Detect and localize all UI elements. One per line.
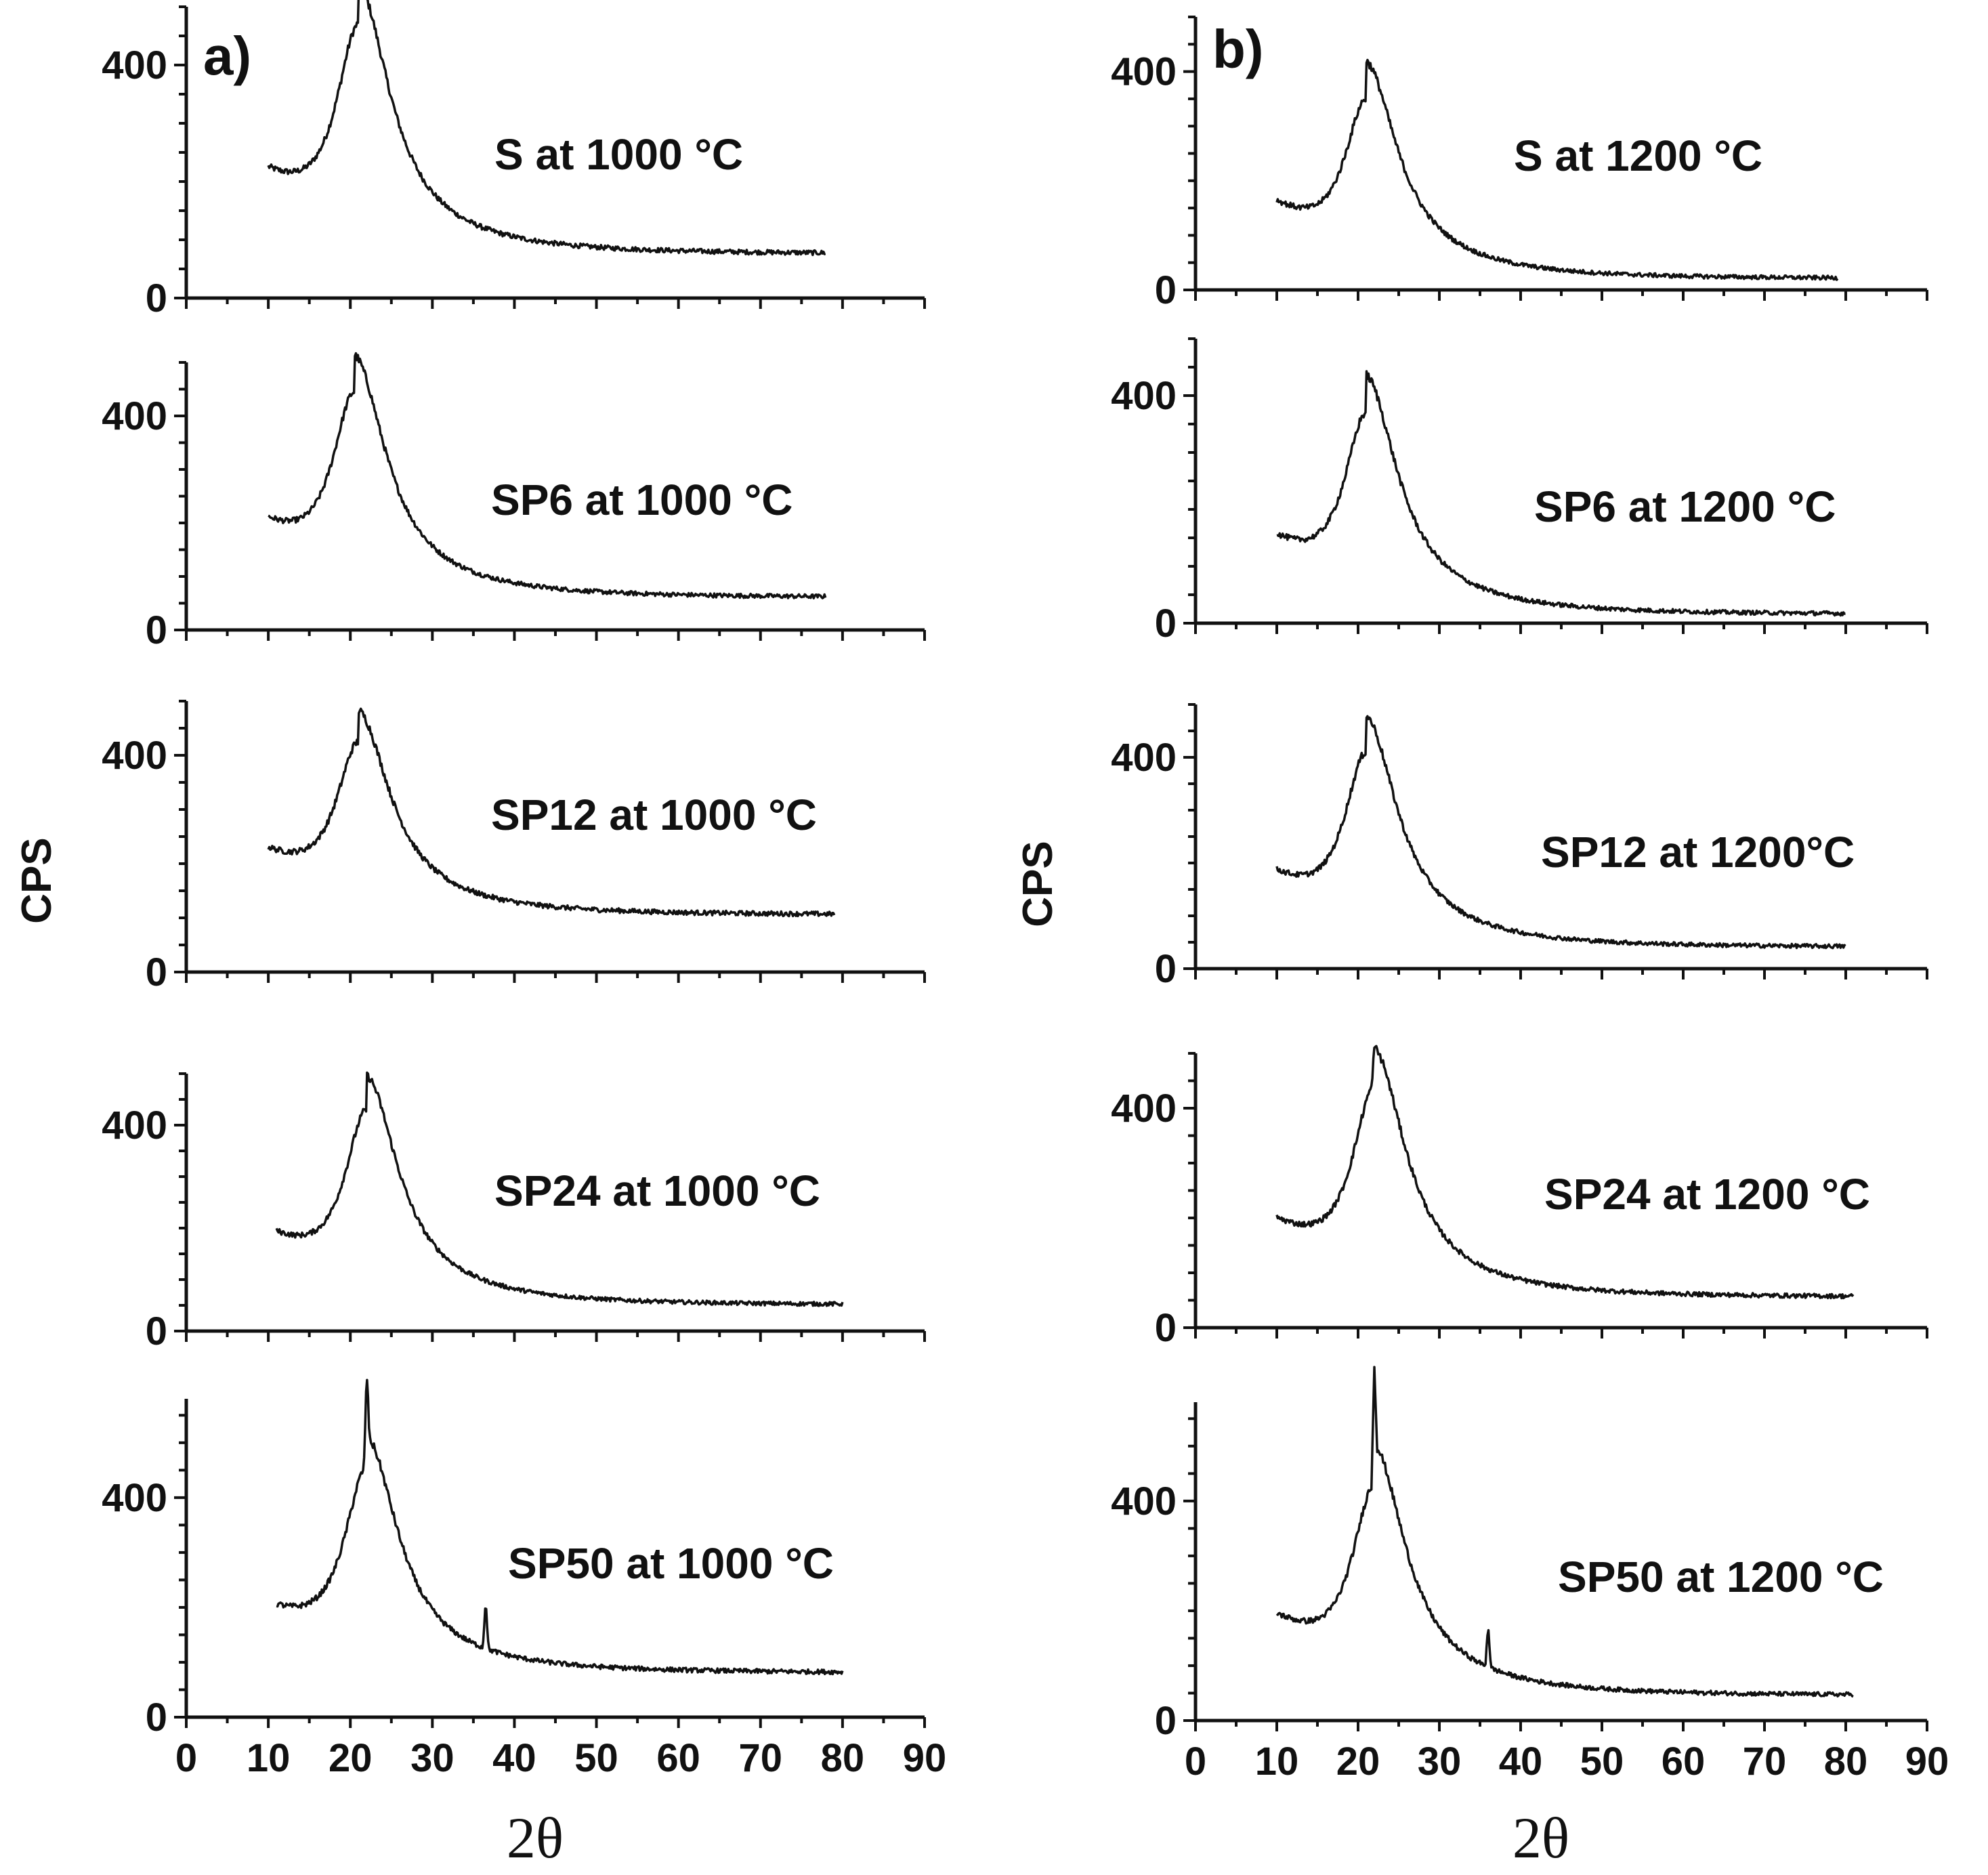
x-tick-label: 70 xyxy=(1743,1740,1787,1784)
x-tick-label: 60 xyxy=(656,1736,700,1780)
subplot: 0 400 SP24 at 1200 °C xyxy=(1111,1045,1928,1350)
series-label: SP24 at 1200 °C xyxy=(1544,1170,1870,1219)
x-tick-label: 60 xyxy=(1662,1740,1706,1784)
x-tick-label: 80 xyxy=(1824,1740,1868,1784)
subplot: 0 400 SP24 at 1000 °C xyxy=(102,1071,926,1353)
xrd-trace xyxy=(1275,58,1839,281)
x-tick-label: 90 xyxy=(903,1736,947,1780)
xrd-trace xyxy=(1276,370,1846,617)
y-tick-label: 0 xyxy=(146,1309,167,1353)
x-tick-label: 80 xyxy=(821,1736,865,1780)
series-label: SP12 at 1200°C xyxy=(1541,828,1855,877)
y-axis-label: CPS xyxy=(1015,841,1061,927)
y-tick-label: 400 xyxy=(102,43,167,87)
x-tick-label: 0 xyxy=(1185,1740,1206,1784)
subplot: 0 400 0 10 20 30 40 50 60 70 80 90 SP50 at 1200 °C xyxy=(1111,1366,1949,1784)
x-tick-label: 40 xyxy=(492,1736,536,1780)
xrd-trace xyxy=(1275,1045,1855,1300)
x-tick-label: 40 xyxy=(1499,1740,1543,1784)
series-label: SP50 at 1000 °C xyxy=(508,1539,834,1588)
y-tick-label: 400 xyxy=(1111,1479,1177,1523)
y-tick-label: 400 xyxy=(102,1103,167,1147)
y-tick-label: 400 xyxy=(1111,50,1177,94)
xrd-trace xyxy=(275,1071,844,1307)
y-tick-label: 400 xyxy=(102,1476,167,1520)
series-label: S at 1000 °C xyxy=(494,130,743,179)
x-tick-label: 90 xyxy=(1905,1740,1949,1784)
x-tick-label: 10 xyxy=(1255,1740,1299,1784)
x-tick-label: 70 xyxy=(739,1736,783,1780)
y-tick-label: 0 xyxy=(146,276,167,320)
x-tick-label: 20 xyxy=(329,1736,373,1780)
x-tick-label: 0 xyxy=(175,1736,197,1780)
subplot: 0 400 S at 1200 °C xyxy=(1111,16,1928,312)
subplot: 0 400 SP6 at 1200 °C xyxy=(1111,337,1928,646)
y-tick-label: 0 xyxy=(1155,1306,1177,1350)
xrd-trace xyxy=(268,352,827,599)
x-tick-label: 10 xyxy=(247,1736,291,1780)
panel-label: b) xyxy=(1212,19,1264,79)
x-axis-label: 2θ xyxy=(1513,1805,1569,1870)
x-tick-label: 50 xyxy=(1580,1740,1624,1784)
xrd-trace xyxy=(276,1378,844,1676)
x-tick-label: 50 xyxy=(574,1736,618,1780)
x-tick-label: 30 xyxy=(1418,1740,1462,1784)
subplot: 0 400 S at 1000 °C xyxy=(102,0,926,320)
subplot: 0 400 SP6 at 1000 °C xyxy=(102,352,926,652)
y-tick-label: 400 xyxy=(1111,374,1177,418)
series-label: SP50 at 1200 °C xyxy=(1558,1553,1884,1601)
subplot: 0 400 SP12 at 1000 °C xyxy=(102,700,926,994)
x-tick-label: 30 xyxy=(410,1736,454,1780)
subplot: 0 400 0 10 20 30 40 50 60 70 80 90 SP50 at 1000 °C xyxy=(102,1378,947,1780)
series-label: S at 1200 °C xyxy=(1514,131,1762,180)
y-tick-label: 0 xyxy=(1155,268,1177,312)
series-label: SP12 at 1000 °C xyxy=(491,791,817,839)
y-tick-label: 400 xyxy=(1111,1087,1177,1131)
y-axis-label: CPS xyxy=(14,837,60,923)
y-tick-label: 400 xyxy=(102,734,167,778)
y-tick-label: 400 xyxy=(1111,736,1177,780)
xrd-trace xyxy=(1275,1366,1854,1698)
y-tick-label: 400 xyxy=(102,394,167,438)
y-tick-label: 0 xyxy=(1155,602,1177,646)
y-tick-label: 0 xyxy=(146,1695,167,1740)
series-label: SP24 at 1000 °C xyxy=(494,1166,820,1215)
xrd-trace xyxy=(1275,715,1846,950)
y-tick-label: 0 xyxy=(146,950,167,994)
panel-label: a) xyxy=(203,26,251,86)
subplot: 0 400 SP12 at 1200°C xyxy=(1111,703,1928,991)
series-label: SP6 at 1000 °C xyxy=(491,476,792,524)
y-tick-label: 0 xyxy=(1155,947,1177,991)
y-tick-label: 0 xyxy=(1155,1699,1177,1743)
x-axis-label: 2θ xyxy=(507,1805,564,1870)
y-tick-label: 0 xyxy=(146,608,167,652)
xrd-trace xyxy=(267,707,836,918)
x-tick-label: 20 xyxy=(1336,1740,1380,1784)
series-label: SP6 at 1200 °C xyxy=(1534,482,1836,531)
xrd-trace xyxy=(267,0,826,257)
